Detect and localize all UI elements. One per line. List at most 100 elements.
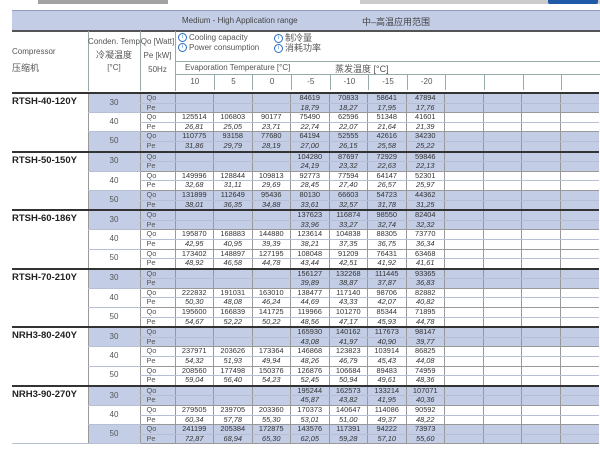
pe-value: 26,57	[367, 180, 406, 191]
pe-value	[482, 141, 522, 153]
pe-value	[559, 141, 599, 153]
pe-value: 25,05	[213, 122, 252, 133]
pe-value: 49,94	[251, 356, 291, 367]
qo-label: Qo	[139, 171, 175, 182]
qo-value: 191031	[213, 288, 252, 299]
pe-value	[482, 337, 522, 348]
info-icon: i	[274, 34, 283, 44]
pe-value: 72,87	[174, 434, 214, 445]
qo-label: Qo	[139, 326, 175, 338]
pe-value: 55,60	[405, 434, 445, 445]
table-row: Pe 43,08 41,97 40,90 39,77	[12, 337, 599, 348]
pe-value	[521, 200, 560, 211]
qo-value: 150376	[251, 366, 291, 377]
pe-value: 24,19	[290, 161, 329, 172]
table-row: Pe 42,95 40,95 39,39 38,21 37,35 36,75 36,34	[12, 239, 599, 250]
qo-value	[482, 150, 522, 163]
pe-value: 17,76	[405, 103, 445, 114]
qo-value: 74959	[405, 366, 445, 377]
qo-value: 195600	[174, 307, 214, 318]
pe-value: 59,04	[174, 375, 214, 387]
pe-value: 38,21	[290, 239, 329, 250]
compressor-label-en: Compressor	[12, 47, 56, 56]
model-name: RTSH-60-186Y	[12, 209, 88, 270]
qo-label: Qo	[139, 346, 175, 358]
pe-value: 42,95	[174, 239, 214, 250]
pe-value: 22,13	[405, 161, 445, 172]
evap-label-cn: 蒸发温度 [°C]	[335, 64, 389, 74]
qo-value: 76431	[367, 249, 406, 260]
qo-value	[559, 405, 599, 416]
qo-value	[444, 366, 483, 377]
pe-value: 33,96	[290, 220, 329, 231]
qo-value: 44362	[405, 190, 445, 201]
qo-value: 84619	[290, 91, 329, 104]
qo-value	[521, 209, 560, 221]
table-row: NRH3-90-270Y 30 Qo 195244 162573 133214 107071	[12, 384, 599, 445]
table-row: Pe 38,01 36,35 34,88 33,61 32,57 31,78 31,25	[12, 200, 599, 211]
qo-value	[559, 91, 599, 104]
qo-value	[482, 190, 522, 201]
pe-value	[444, 258, 483, 270]
pe-value: 28,45	[290, 180, 329, 191]
pe-value	[559, 297, 599, 309]
pe-label: Pe	[139, 200, 175, 211]
qo-value: 94222	[367, 424, 406, 435]
qo-value	[521, 384, 560, 397]
pe-value: 31,11	[213, 180, 252, 191]
qo-value: 208560	[174, 366, 214, 377]
qo-value: 109813	[251, 171, 291, 182]
pe-value	[444, 122, 483, 133]
qo-value: 279505	[174, 405, 214, 416]
qo-value: 133214	[367, 384, 406, 397]
qo-value: 98147	[405, 326, 445, 338]
pe-value: 32,68	[174, 180, 214, 191]
pe-value	[213, 220, 252, 231]
pe-value	[521, 239, 560, 250]
table-row: NRH3-80-240Y 30 Qo 165930 140162 117673 98147	[12, 326, 599, 387]
qo-value	[482, 346, 522, 358]
evap-temp-6: -20	[406, 74, 446, 90]
qo-value	[521, 150, 560, 163]
pe-label: Pe	[139, 103, 175, 114]
table-row: 40 Qo 237971 203626 173364 146868 123823 103914…	[12, 346, 599, 367]
qo-value: 156127	[290, 267, 329, 280]
qo-value	[444, 424, 483, 435]
pe-value: 62,05	[290, 434, 329, 445]
legend-cooling-cn: 制冷量	[285, 33, 313, 43]
pe-value: 48,26	[290, 356, 329, 367]
pe-value	[521, 337, 560, 348]
qo-value	[521, 91, 560, 104]
qo-value: 163010	[251, 288, 291, 299]
table-row: 40 Qo 222832 191031 163010 138477 117140 98706 8…	[12, 288, 599, 309]
pe-value: 37,87	[367, 278, 406, 289]
pe-value: 48,36	[405, 375, 445, 387]
pe-value: 57,78	[213, 415, 252, 426]
pe-value: 40,82	[405, 297, 445, 309]
evap-temp-5: -15	[368, 74, 407, 90]
pe-value: 53,01	[290, 415, 329, 426]
pe-value	[444, 103, 483, 114]
pe-label: Pe	[139, 356, 175, 367]
pe-value	[174, 161, 214, 172]
qo-value	[482, 267, 522, 280]
cond-temp: 40	[87, 112, 140, 133]
pe-value: 51,93	[213, 356, 252, 367]
table-row: 40 Qo 149996 128844 109813 92773 77594 64147 523…	[12, 171, 599, 191]
pe-value	[251, 220, 291, 231]
pe-value	[482, 415, 522, 426]
qo-value	[444, 384, 483, 397]
pe-value	[521, 141, 560, 153]
pe-value: 50,94	[328, 375, 368, 387]
pe-value	[444, 337, 483, 348]
pe-value: 54,23	[251, 375, 291, 387]
pe-value	[444, 220, 483, 231]
pe-value	[444, 375, 483, 387]
table-row: 50 Qo 110775 93158 77680 64194 52555 42616 34230	[12, 131, 599, 153]
pe-value	[213, 337, 252, 348]
qo-value: 106803	[213, 112, 252, 123]
pe-value: 43,33	[328, 297, 368, 309]
qo-value: 47894	[405, 91, 445, 104]
pe-value: 43,08	[290, 337, 329, 348]
qo-value	[559, 171, 599, 182]
